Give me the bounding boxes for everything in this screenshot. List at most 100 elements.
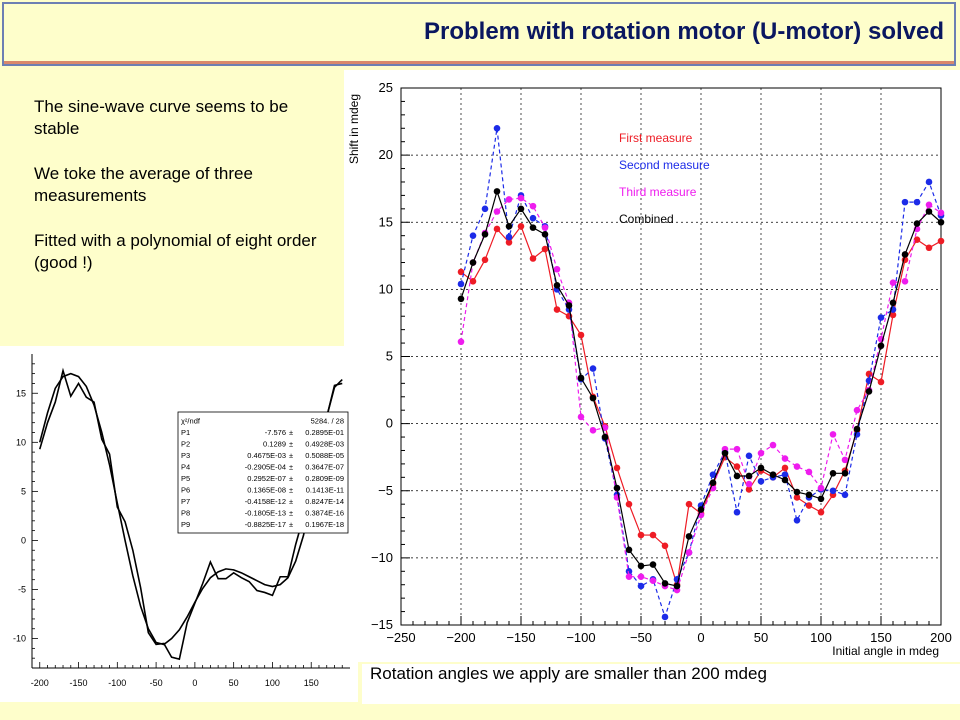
data-point (769, 441, 777, 449)
fit-param-pm: ± (289, 440, 293, 449)
inset-y-tick-label: 5 (21, 486, 26, 496)
data-point (493, 188, 501, 195)
inset-y-tick-label: 15 (16, 388, 26, 398)
data-point (733, 508, 741, 516)
x-tick-label: 0 (697, 630, 704, 645)
data-point (817, 484, 825, 492)
fit-param-value: 0.1289 (263, 440, 286, 449)
note-2: We toke the average of three measurement… (34, 164, 253, 205)
inset-x-tick-label: 50 (229, 678, 239, 688)
data-point (709, 479, 717, 486)
data-point (793, 463, 801, 470)
data-point (853, 406, 861, 414)
fit-param-value: -7.576 (265, 428, 286, 437)
data-point (817, 495, 825, 503)
fit-param-pm: ± (289, 428, 293, 437)
data-point (613, 464, 621, 472)
data-point (889, 279, 897, 286)
y-tick-label: 20 (379, 147, 393, 162)
inset-y-tick-label: -10 (13, 634, 26, 644)
inset-x-tick-label: -50 (150, 678, 163, 688)
legend-entry: Combined (619, 212, 674, 226)
data-point (529, 202, 537, 210)
fit-param-name: P9 (181, 520, 190, 529)
data-point (625, 546, 633, 554)
data-point (841, 456, 849, 464)
x-tick-label: 150 (870, 630, 892, 645)
data-point (577, 374, 585, 382)
data-point (493, 225, 501, 233)
data-point (745, 452, 753, 460)
fit-param-error: 0.8247E-14 (305, 497, 344, 506)
fit-param-pm: ± (289, 509, 293, 518)
x-tick-label: −50 (630, 630, 652, 645)
fit-param-value: -0.4158E-12 (245, 497, 286, 506)
data-point (493, 208, 501, 215)
inset-x-tick-label: -150 (70, 678, 88, 688)
data-point (925, 201, 933, 209)
data-point (805, 502, 813, 509)
fit-param-error: 0.1967E-18 (305, 520, 344, 529)
data-point (565, 302, 573, 309)
data-point (913, 198, 921, 206)
inset-x-tick-label: 100 (265, 678, 280, 688)
data-point (541, 224, 549, 231)
data-point (937, 209, 945, 217)
data-point (601, 424, 609, 431)
data-point (553, 265, 561, 273)
data-point (709, 471, 717, 478)
data-point (685, 533, 693, 540)
data-point (505, 233, 513, 241)
data-point (589, 394, 597, 402)
data-point (817, 508, 825, 516)
data-point (481, 256, 489, 264)
data-point (757, 464, 765, 472)
data-point (877, 314, 885, 321)
y-tick-label: −10 (371, 550, 393, 565)
data-point (937, 237, 945, 245)
y-tick-label: 15 (379, 214, 393, 229)
data-point (877, 378, 885, 386)
data-point (805, 468, 813, 476)
data-point (493, 124, 501, 132)
fit-param-error: 0.1413E-11 (306, 486, 344, 495)
data-point (637, 582, 645, 590)
data-point (757, 478, 765, 485)
fit-param-name: P5 (181, 474, 190, 483)
fit-param-pm: ± (289, 463, 293, 472)
fit-param-value: -0.8825E-17 (245, 520, 286, 529)
x-tick-label: −200 (446, 630, 475, 645)
data-point (661, 613, 669, 621)
data-point (637, 562, 645, 570)
data-point (613, 484, 621, 492)
x-tick-label: −150 (506, 630, 535, 645)
data-point (853, 425, 861, 433)
fit-param-pm: ± (289, 520, 293, 529)
data-point (733, 463, 741, 470)
data-point (697, 506, 705, 513)
data-point (457, 280, 465, 288)
inset-x-tick-label: 0 (192, 678, 197, 688)
data-point (733, 472, 741, 480)
data-point (577, 413, 585, 421)
inset-chart-panel: -200 -150 -100 -50 0 50 100 150 -10 -5 0 5 10 15 χ²/nd… (0, 346, 358, 702)
fit-box (177, 411, 349, 534)
series-line (460, 225, 942, 585)
data-point (721, 449, 729, 457)
fit-param-error: 0.2809E-09 (305, 474, 344, 483)
inset-x-tick-label: -200 (31, 678, 49, 688)
y-tick-label: 0 (386, 416, 393, 431)
data-point (865, 388, 873, 395)
data-point (793, 516, 801, 524)
data-point (793, 494, 801, 501)
fit-box-header-value: 5284. / 28 (311, 417, 344, 426)
data-point (889, 299, 897, 307)
caption-text: Rotation angles we apply are smaller tha… (370, 664, 767, 683)
data-point (745, 480, 753, 488)
data-point (673, 582, 681, 590)
data-point (829, 431, 837, 438)
data-point (757, 449, 765, 457)
data-point (469, 259, 477, 266)
fit-param-value: -0.2905E-04 (245, 463, 286, 472)
data-point (601, 433, 609, 441)
